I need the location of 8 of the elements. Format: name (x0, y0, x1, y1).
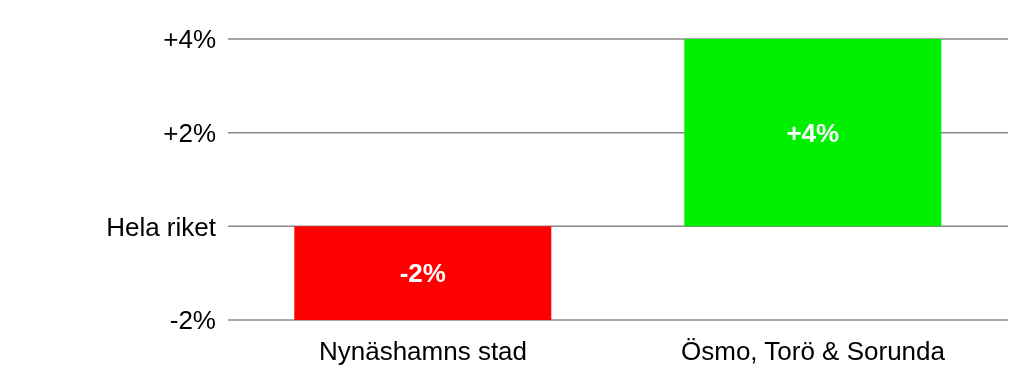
x-tick-label: Nynäshamns stad (318, 336, 528, 367)
data-label: -2% (399, 258, 446, 289)
data-label: +4% (786, 117, 840, 148)
y-tick-label: +2% (163, 117, 216, 148)
y-tick-label: +4% (163, 24, 216, 55)
y-tick-label: Hela riket (106, 211, 217, 242)
y-tick-label: -2% (169, 305, 216, 336)
x-tick-label: Ösmo, Torö & Sorunda (681, 336, 946, 367)
